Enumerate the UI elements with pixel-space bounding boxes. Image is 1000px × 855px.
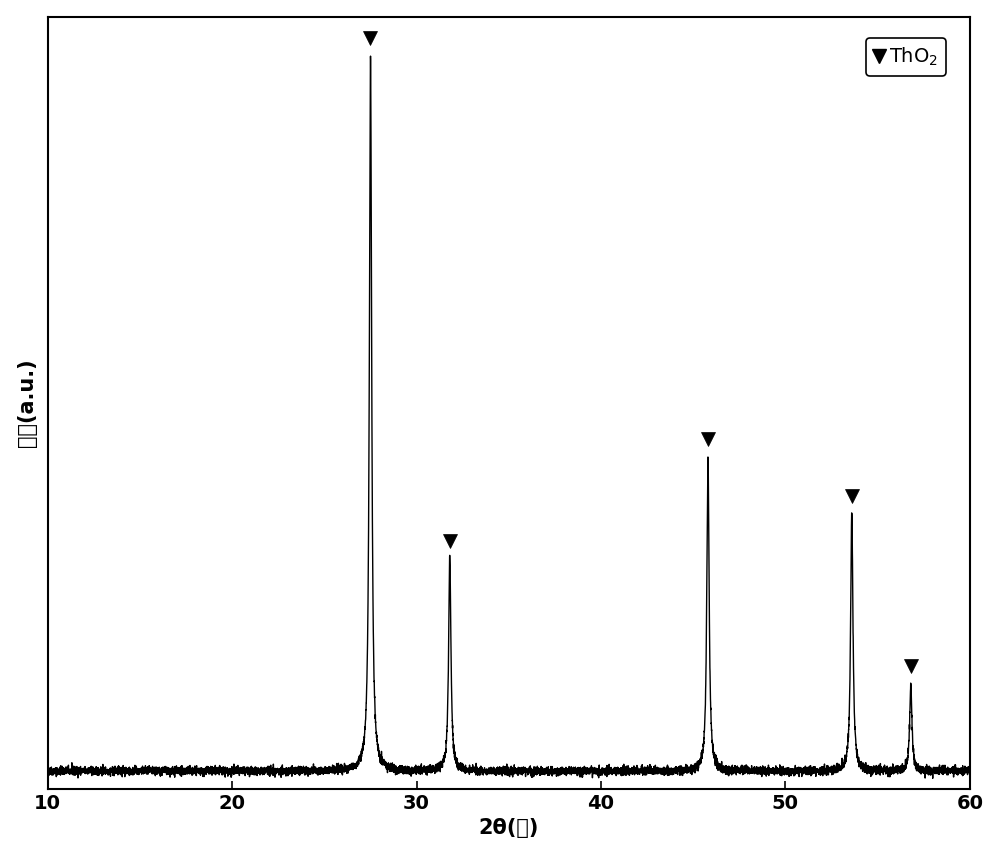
- Y-axis label: 强度(a.u.): 强度(a.u.): [17, 358, 37, 447]
- Legend: ThO$_2$: ThO$_2$: [866, 38, 946, 76]
- X-axis label: 2θ(度): 2θ(度): [479, 818, 539, 839]
